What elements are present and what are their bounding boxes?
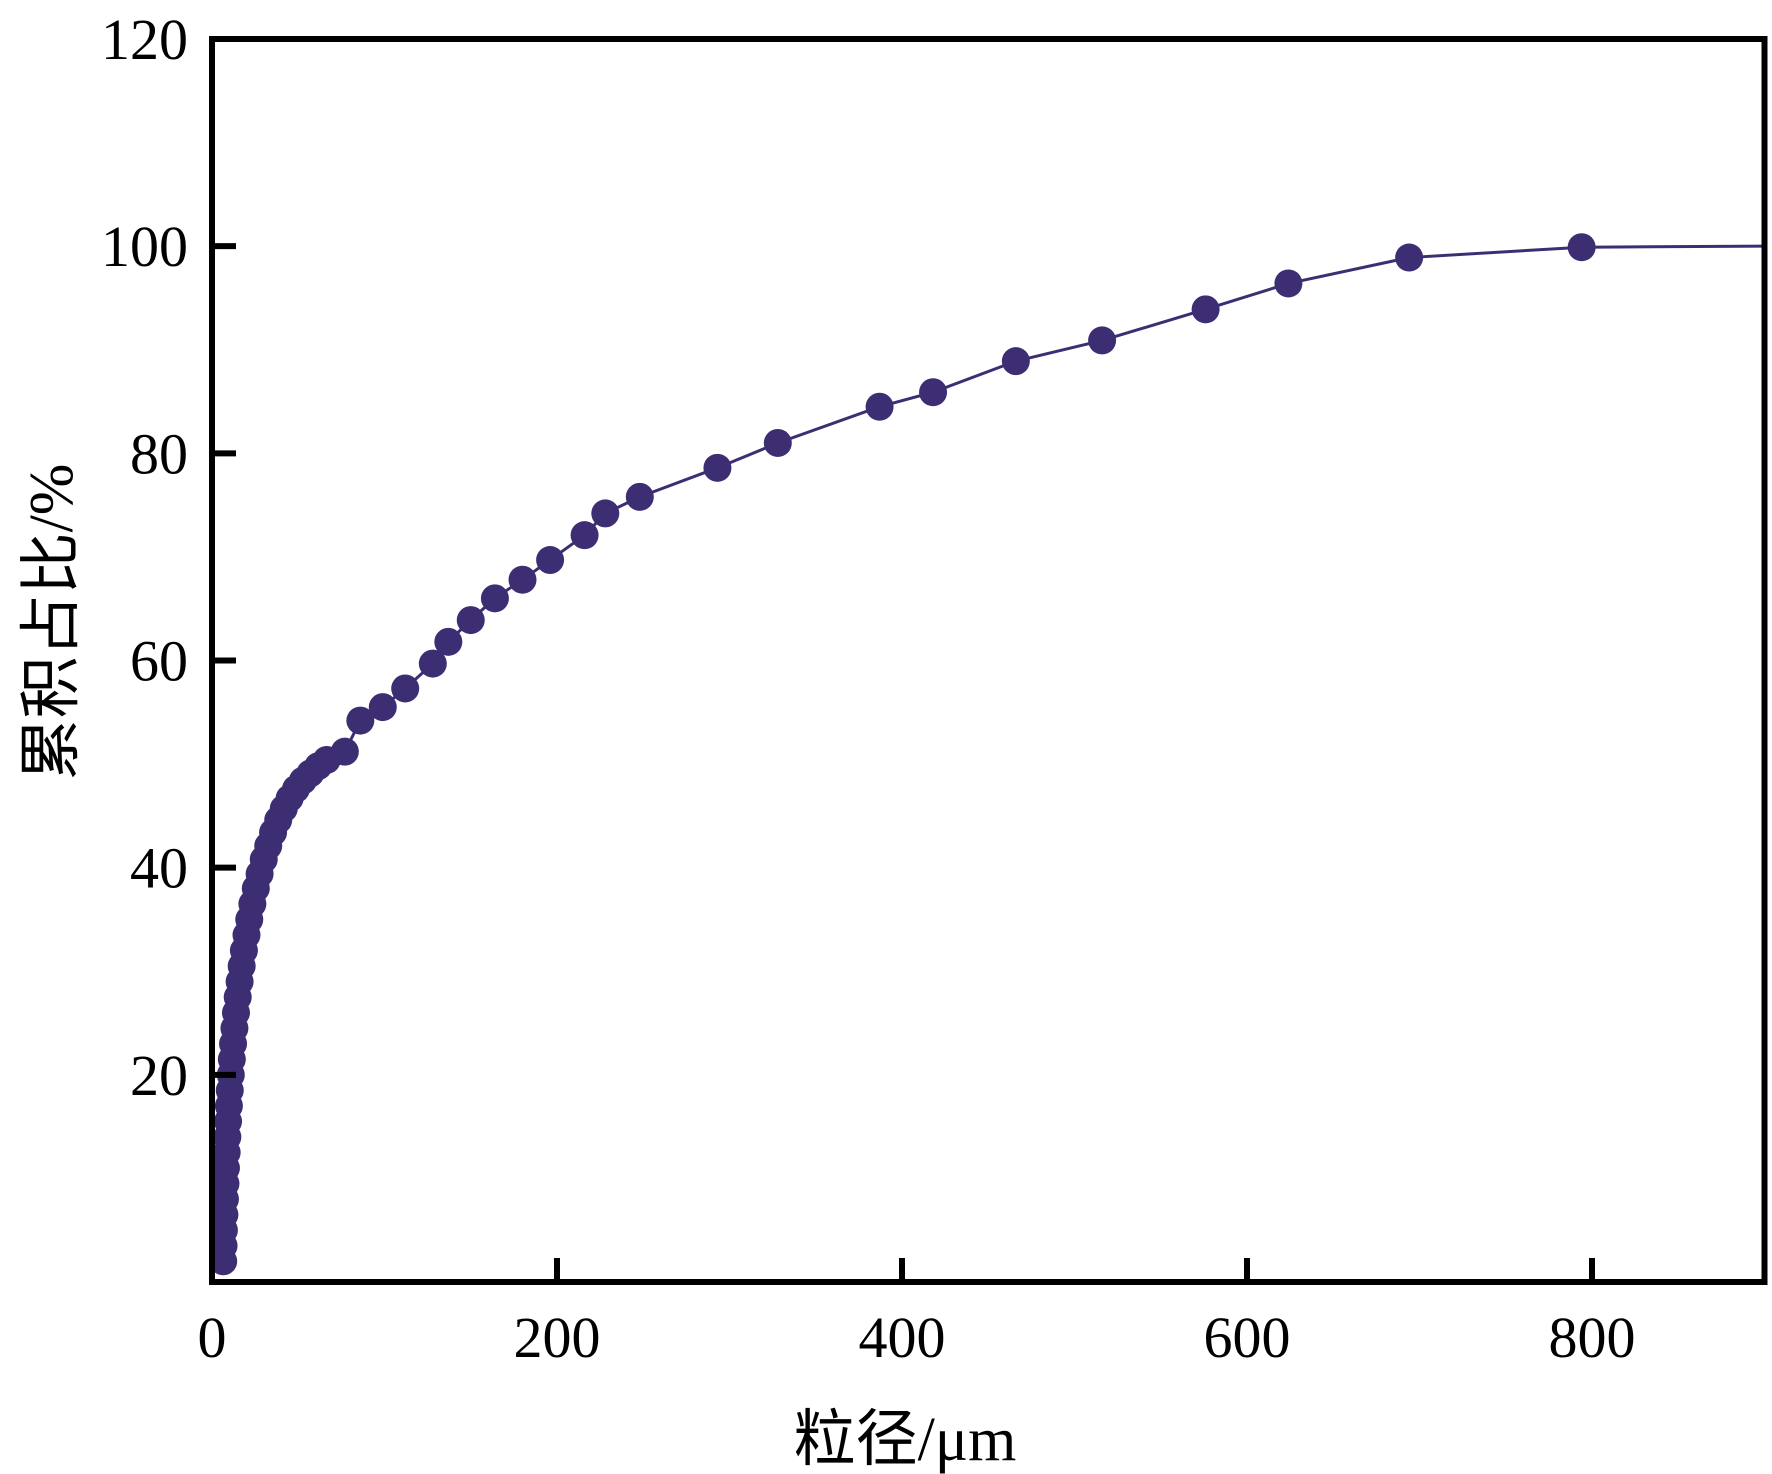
- data-point-marker: [480, 584, 509, 613]
- data-point-marker: [456, 606, 485, 635]
- x-tick-label: 0: [198, 1305, 227, 1370]
- data-point-marker: [570, 521, 599, 550]
- data-point-marker: [536, 546, 565, 575]
- y-tick-label: 20: [130, 1043, 188, 1108]
- data-point-marker: [418, 649, 447, 678]
- data-point-marker: [391, 674, 420, 703]
- y-tick-label: 60: [130, 629, 188, 694]
- data-point-marker: [625, 482, 654, 511]
- data-point-marker: [919, 378, 948, 407]
- data-point-marker: [865, 392, 894, 421]
- y-tick-label: 40: [130, 836, 188, 901]
- y-tick-label: 120: [101, 7, 188, 72]
- data-point-marker: [1001, 347, 1030, 376]
- data-point-marker: [330, 737, 359, 766]
- data-point-marker: [1274, 269, 1303, 298]
- x-tick-label: 600: [1204, 1305, 1291, 1370]
- y-axis-label: 累积占比/%: [18, 463, 86, 781]
- x-tick-label: 800: [1549, 1305, 1636, 1370]
- data-point-marker: [1567, 233, 1596, 262]
- y-tick-label: 100: [101, 214, 188, 279]
- data-point-marker: [763, 428, 792, 457]
- data-point-marker: [703, 453, 732, 482]
- x-tick-label: 200: [514, 1305, 601, 1370]
- x-tick-label: 400: [859, 1305, 946, 1370]
- x-axis-label: 粒径/μm: [793, 1406, 1017, 1474]
- data-point-marker: [368, 693, 397, 722]
- data-point-marker: [346, 706, 375, 735]
- data-point-marker: [434, 627, 463, 656]
- y-tick-label: 80: [130, 421, 188, 486]
- data-point-marker: [1395, 243, 1424, 272]
- data-point-marker: [508, 565, 537, 594]
- series-line: [221, 244, 1765, 1262]
- data-point-marker: [1191, 295, 1220, 324]
- data-point-marker: [1088, 326, 1117, 355]
- data-point-marker: [591, 499, 620, 528]
